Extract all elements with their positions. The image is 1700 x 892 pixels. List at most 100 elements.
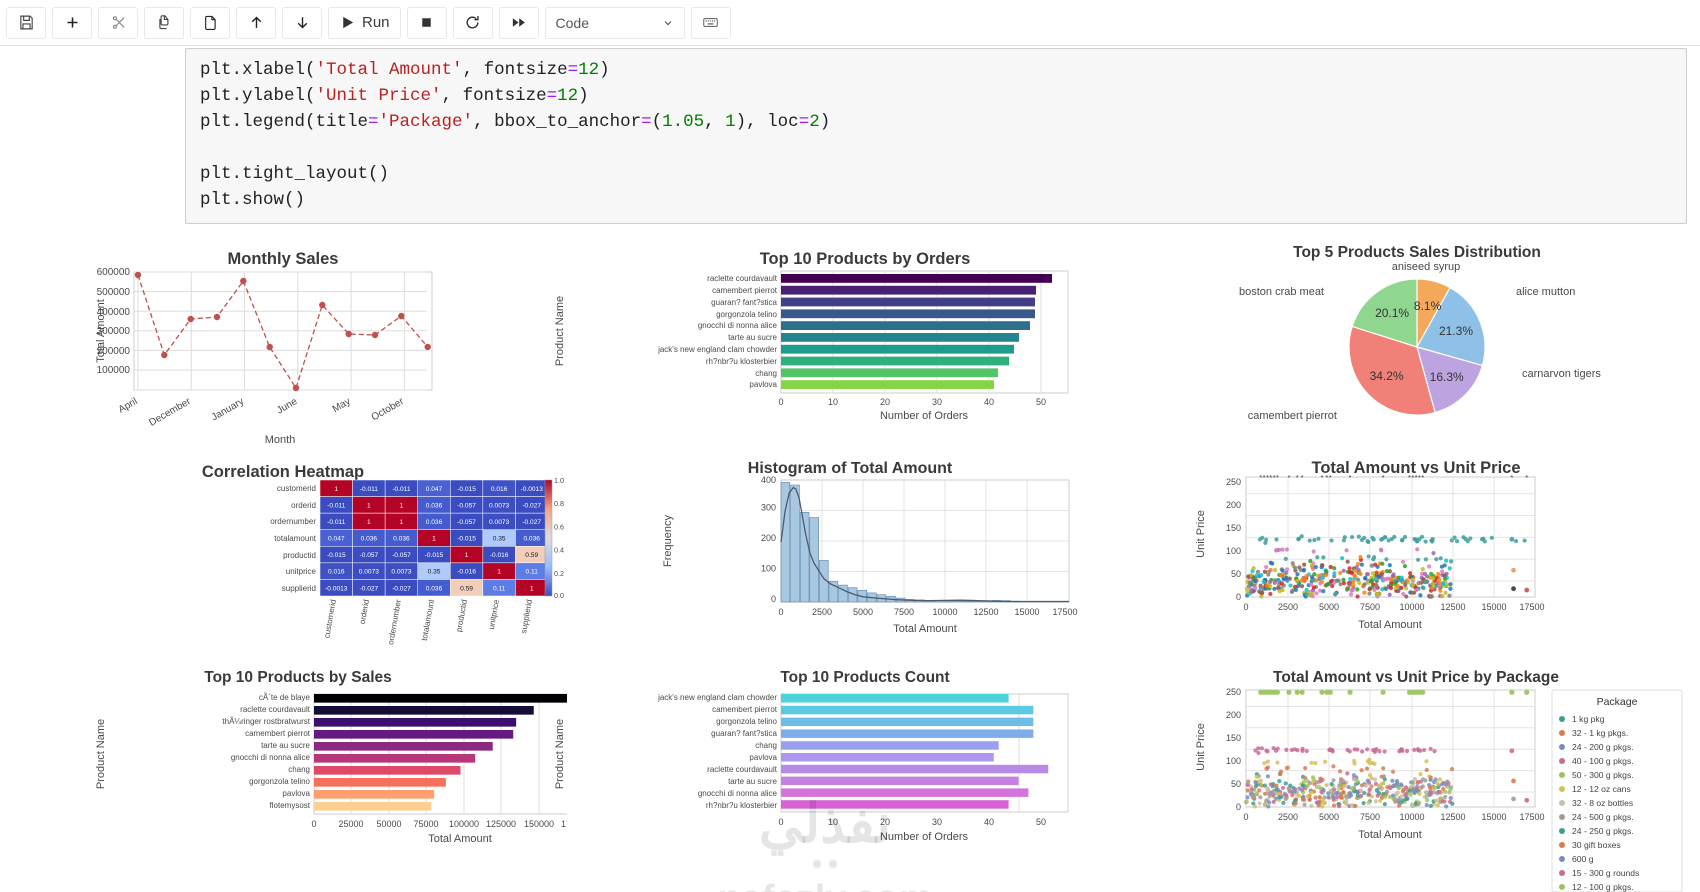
svg-text:30: 30 (932, 817, 942, 827)
svg-text:10: 10 (828, 817, 838, 827)
svg-text:Total Amount: Total Amount (1358, 829, 1422, 841)
svg-text:*: * (1301, 475, 1304, 482)
svg-text:0: 0 (778, 397, 783, 407)
svg-text:camembert pierrot: camembert pierrot (712, 286, 778, 295)
svg-text:10000: 10000 (932, 607, 957, 617)
svg-text:flotemysost: flotemysost (270, 801, 311, 810)
svg-text:*: * (1288, 475, 1291, 482)
svg-text:0.11: 0.11 (493, 585, 506, 592)
svg-text:0.0073: 0.0073 (489, 502, 510, 509)
svg-text:150: 150 (1226, 733, 1241, 743)
svg-text:-0.057: -0.057 (360, 552, 379, 559)
svg-text:24 - 250 g pkgs.: 24 - 250 g pkgs. (1572, 826, 1634, 836)
svg-text:30 gift boxes: 30 gift boxes (1572, 840, 1621, 850)
svg-text:0: 0 (778, 817, 783, 827)
svg-text:100000: 100000 (449, 819, 479, 829)
svg-text:24 - 200 g pkgs.: 24 - 200 g pkgs. (1572, 742, 1634, 752)
svg-text:-0.015: -0.015 (457, 536, 476, 543)
svg-text:125000: 125000 (486, 819, 516, 829)
svg-text:100: 100 (761, 564, 776, 574)
svg-text:productid: productid (454, 599, 469, 633)
svg-text:-0.015: -0.015 (327, 552, 346, 559)
svg-text:alice mutton: alice mutton (1516, 286, 1575, 298)
svg-text:20: 20 (880, 397, 890, 407)
svg-text:0.036: 0.036 (523, 536, 540, 543)
svg-text:100: 100 (1226, 546, 1241, 556)
svg-text:pavlova: pavlova (749, 753, 777, 762)
svg-text:chang: chang (755, 741, 777, 750)
svg-text:chang: chang (755, 369, 777, 378)
svg-text:-0.011: -0.011 (360, 486, 379, 493)
svg-text:8.1%: 8.1% (1414, 299, 1442, 313)
svg-text:jack's new england clam chowde: jack's new england clam chowder (657, 345, 777, 354)
svg-text:0.036: 0.036 (426, 502, 443, 509)
svg-text:Histogram of Total Amount: Histogram of Total Amount (748, 460, 953, 477)
svg-text:32 - 8 oz bottles: 32 - 8 oz bottles (1572, 798, 1633, 808)
svg-text:gnocchi di nonna alice: gnocchi di nonna alice (698, 789, 778, 798)
svg-text:Monthly Sales: Monthly Sales (228, 250, 339, 268)
svg-text:*: * (1276, 475, 1279, 482)
svg-text:gorgonzola telino: gorgonzola telino (716, 310, 777, 319)
svg-text:tarte au sucre: tarte au sucre (728, 333, 777, 342)
svg-text:50: 50 (1036, 397, 1046, 407)
svg-text:32 - 1 kg pkgs.: 32 - 1 kg pkgs. (1572, 728, 1628, 738)
svg-text:Top 10 Products by Sales: Top 10 Products by Sales (204, 669, 392, 686)
svg-text:200: 200 (1226, 500, 1241, 510)
svg-text:ordernumber: ordernumber (386, 598, 403, 645)
svg-text:40 - 100 g pkgs.: 40 - 100 g pkgs. (1572, 756, 1634, 766)
svg-text:2500: 2500 (1278, 602, 1298, 612)
svg-text:supplierid: supplierid (282, 584, 316, 593)
svg-text:17500: 17500 (1519, 812, 1544, 822)
svg-text:0: 0 (1236, 592, 1241, 602)
svg-text:5000: 5000 (1319, 812, 1339, 822)
svg-text:Number of Orders: Number of Orders (880, 831, 969, 843)
svg-text:0.8: 0.8 (554, 499, 564, 508)
svg-text:*: * (1525, 475, 1528, 482)
svg-text:0.036: 0.036 (426, 519, 443, 526)
svg-text:-0.027: -0.027 (392, 585, 411, 592)
svg-text:cÃ´te de blaye: cÃ´te de blaye (259, 693, 311, 702)
svg-text:customerid: customerid (322, 599, 338, 639)
svg-text:rh?nbr?u klosterbier: rh?nbr?u klosterbier (706, 801, 777, 810)
svg-text:camembert pierrot: camembert pierrot (1248, 410, 1337, 422)
svg-text:0.047: 0.047 (328, 536, 345, 543)
svg-text:0: 0 (1236, 802, 1241, 812)
svg-text:1: 1 (400, 502, 404, 509)
svg-text:-0.057: -0.057 (457, 519, 476, 526)
svg-text:boston crab meat: boston crab meat (1239, 286, 1324, 298)
svg-text:guaran? fant?stica: guaran? fant?stica (711, 298, 777, 307)
svg-text:jack's new england clam chowde: jack's new england clam chowder (657, 693, 777, 702)
svg-text:1.0: 1.0 (554, 476, 564, 485)
svg-text:0.0: 0.0 (554, 591, 564, 600)
svg-text:totalamount: totalamount (420, 598, 436, 641)
svg-text:-0.015: -0.015 (457, 486, 476, 493)
svg-text:600000: 600000 (97, 267, 131, 278)
svg-text:1: 1 (530, 585, 534, 592)
svg-text:-0.016: -0.016 (457, 569, 476, 576)
svg-text:chang: chang (288, 765, 310, 774)
svg-text:0.047: 0.047 (426, 486, 443, 493)
svg-text:34.2%: 34.2% (1370, 369, 1404, 383)
svg-text:50: 50 (1036, 817, 1046, 827)
svg-text:500000: 500000 (97, 287, 131, 298)
svg-text:0.016: 0.016 (491, 486, 508, 493)
svg-text:Unit Price: Unit Price (1195, 510, 1207, 558)
svg-text:camembert pierrot: camembert pierrot (712, 705, 778, 714)
svg-text:50000: 50000 (376, 819, 401, 829)
svg-text:100000: 100000 (97, 365, 131, 376)
svg-text:-0.0013: -0.0013 (521, 486, 544, 493)
svg-text:0.036: 0.036 (426, 585, 443, 592)
svg-text:gorgonzola telino: gorgonzola telino (249, 777, 310, 786)
svg-text:Product Name: Product Name (95, 719, 107, 789)
svg-text:50: 50 (1231, 779, 1241, 789)
svg-text:*: * (1382, 475, 1385, 482)
svg-text:5000: 5000 (1319, 602, 1339, 612)
svg-text:200: 200 (761, 533, 776, 543)
svg-text:-0.011: -0.011 (327, 502, 346, 509)
svg-text:Unit Price: Unit Price (1195, 723, 1207, 771)
svg-text:*: * (1296, 475, 1299, 482)
svg-text:10000: 10000 (1399, 602, 1424, 612)
svg-text:October: October (370, 396, 407, 424)
svg-text:raclette courdavault: raclette courdavault (707, 765, 778, 774)
svg-text:orderid: orderid (291, 501, 316, 510)
